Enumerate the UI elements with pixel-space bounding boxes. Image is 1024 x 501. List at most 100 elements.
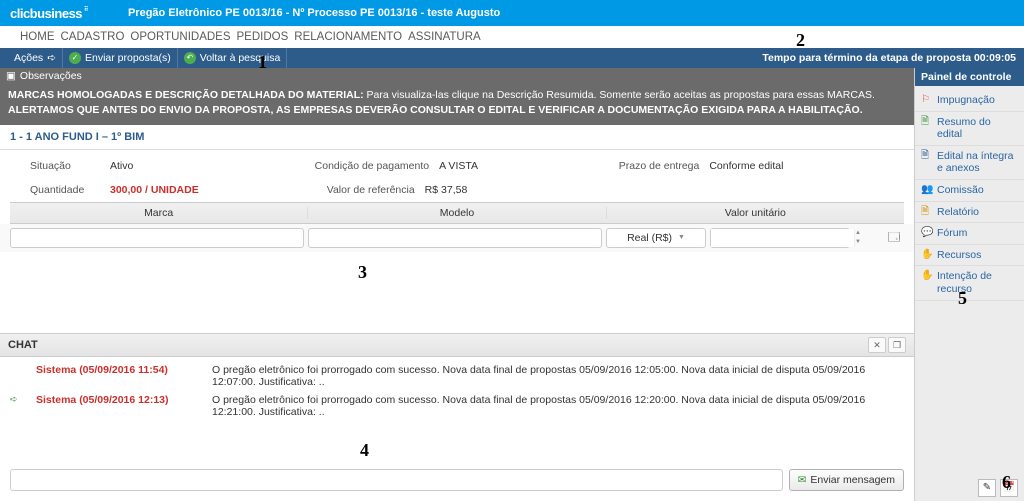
valor-unitario-input[interactable] xyxy=(711,229,854,247)
spin-down-icon[interactable]: ▼ xyxy=(855,238,861,247)
send-message-label: Enviar mensagem xyxy=(810,474,895,486)
item-input-row: Real (R$) ▼ ▲▼ 🗔 xyxy=(0,224,914,252)
situacao-label: Situação xyxy=(30,160,100,172)
panel-item-comissao[interactable]: 👥Comissão xyxy=(915,180,1024,202)
currency-select[interactable]: Real (R$) ▼ xyxy=(606,228,706,248)
observacoes-body: MARCAS HOMOLOGADAS E DESCRIÇÃO DETALHADA… xyxy=(0,84,914,125)
panel-item-forum[interactable]: 💬 Fórum xyxy=(915,223,1024,245)
open-detail-button[interactable]: 🗔 xyxy=(884,228,904,248)
control-panel: Painel de controle ⚐Impugnação 🗎Resumo d… xyxy=(914,68,1024,501)
back-icon: ↶ xyxy=(184,52,196,64)
col-marca: Marca xyxy=(10,207,307,219)
col-modelo: Modelo xyxy=(307,207,605,219)
quantidade-value: 300,00 / UNIDADE xyxy=(110,184,199,196)
marca-input[interactable] xyxy=(10,228,304,248)
obs-line2: ALERTAMOS QUE ANTES DO ENVIO DA PROPOSTA… xyxy=(8,104,863,116)
enviar-proposta-label: Enviar proposta(s) xyxy=(85,52,171,64)
main-nav: HOME CADASTRO OPORTUNIDADES PEDIDOS RELA… xyxy=(0,26,1024,48)
send-message-button[interactable]: ✉ Enviar mensagem xyxy=(789,469,904,491)
panel-item-relatorio[interactable]: 🗎 Relatório xyxy=(915,202,1024,224)
action-bar: Ações ➪ ✓ Enviar proposta(s) ↶ Voltar à … xyxy=(0,48,1024,68)
panel-item-label: Resumo do edital xyxy=(937,116,1018,141)
condicao-label: Condição de pagamento xyxy=(315,160,429,172)
situacao-value: Ativo xyxy=(110,160,133,172)
obs-line1-bold: MARCAS HOMOLOGADAS E DESCRIÇÃO DETALHADA… xyxy=(8,89,364,101)
people-icon: 👥 xyxy=(921,184,933,196)
obs-line1-rest: Para visualiza-las clique na Descrição R… xyxy=(364,89,875,101)
panel-item-resumo[interactable]: 🗎Resumo do edital xyxy=(915,112,1024,146)
panel-item-impugnacao[interactable]: ⚐ Impugnação xyxy=(915,90,1024,112)
chevron-down-icon: ▼ xyxy=(678,229,685,247)
currency-value: Real (R$) xyxy=(627,229,672,247)
page-title: Pregão Eletrônico PE 0013/16 - Nº Proces… xyxy=(128,7,500,19)
doc-icon: 🗎 xyxy=(921,206,933,218)
panel-item-label: Intenção de recurso xyxy=(937,270,1018,295)
collapse-icon: ▣ xyxy=(6,70,16,82)
nav-pedidos[interactable]: PEDIDOS xyxy=(237,31,289,43)
panel-item-label: Relatório xyxy=(937,206,979,219)
chat-icon: 💬 xyxy=(921,227,933,239)
nav-relacionamento[interactable]: RELACIONAMENTO xyxy=(294,31,402,43)
hand-icon: ✋ xyxy=(921,249,933,261)
chat-bullet-icon: ➪ xyxy=(10,394,20,405)
panel-bottom-actions: ✎ 📅 xyxy=(915,475,1024,501)
panel-item-label: Fórum xyxy=(937,227,967,240)
nav-assinatura[interactable]: ASSINATURA xyxy=(408,31,481,43)
item-column-headers: Marca Modelo Valor unitário xyxy=(10,202,904,224)
chat-close-button[interactable]: ✕ xyxy=(868,337,886,353)
chat-author: Sistema (05/09/2016 11:54) xyxy=(36,364,196,376)
valor-unitario-spinner[interactable]: ▲▼ xyxy=(710,228,850,248)
chat-input[interactable] xyxy=(10,469,783,491)
panel-edit-button[interactable]: ✎ xyxy=(978,479,996,497)
chat-text: O pregão eletrônico foi prorrogado com s… xyxy=(212,394,904,418)
chat-author: Sistema (05/09/2016 12:13) xyxy=(36,394,196,406)
chat-body: Sistema (05/09/2016 11:54) O pregão elet… xyxy=(0,357,914,463)
envelope-icon: ✉ xyxy=(798,474,807,486)
quantidade-label: Quantidade xyxy=(30,184,100,196)
logo: clicbusiness xyxy=(10,6,88,21)
voltar-pesquisa-label: Voltar à pesquisa xyxy=(200,52,281,64)
item-title[interactable]: 1 - 1 ANO FUND I – 1º BIM xyxy=(0,125,914,150)
chat-expand-button[interactable]: ❐ xyxy=(888,337,906,353)
panel-item-intencao[interactable]: ✋ Intenção de recurso xyxy=(915,266,1024,300)
send-icon: ✓ xyxy=(69,52,81,64)
chat-message: Sistema (05/09/2016 11:54) O pregão elet… xyxy=(10,361,904,391)
arrow-right-icon: ➪ xyxy=(47,52,56,64)
panel-list: ⚐Impugnação 🗎Resumo do edital 🗎Edital na… xyxy=(915,86,1024,475)
modelo-input[interactable] xyxy=(308,228,602,248)
nav-oportunidades[interactable]: OPORTUNIDADES xyxy=(130,31,230,43)
chat-message: ➪ Sistema (05/09/2016 12:13) O pregão el… xyxy=(10,391,904,421)
chat-header: CHAT ✕ ❐ xyxy=(0,333,914,357)
panel-item-edital[interactable]: 🗎 Edital na íntegra e anexos xyxy=(915,146,1024,180)
observacoes-title: Observações xyxy=(20,70,82,82)
panel-title: Painel de controle xyxy=(915,68,1024,86)
condicao-value: A VISTA xyxy=(439,160,478,172)
panel-calendar-button[interactable]: 📅 xyxy=(1000,479,1018,497)
timer-label: Tempo para término da etapa de proposta xyxy=(762,52,971,64)
panel-item-label: Recursos xyxy=(937,249,981,262)
acoes-button[interactable]: Ações ➪ xyxy=(8,48,63,68)
nav-cadastro[interactable]: CADASTRO xyxy=(61,31,125,43)
prazo-value: Conforme edital xyxy=(709,160,783,172)
main-pane: ▣ Observações MARCAS HOMOLOGADAS E DESCR… xyxy=(0,68,914,501)
spin-up-icon[interactable]: ▲ xyxy=(855,229,861,238)
observacoes-header[interactable]: ▣ Observações xyxy=(0,68,914,84)
flag-icon: ⚐ xyxy=(921,94,933,106)
col-valor: Valor unitário xyxy=(606,207,904,219)
voltar-pesquisa-button[interactable]: ↶ Voltar à pesquisa xyxy=(178,48,288,68)
prazo-label: Prazo de entrega xyxy=(599,160,699,172)
valor-ref-value: R$ 37,58 xyxy=(425,184,468,196)
doc-icon: 🗎 xyxy=(921,150,933,162)
panel-item-label: Impugnação xyxy=(937,94,995,107)
panel-item-recursos[interactable]: ✋ Recursos xyxy=(915,245,1024,267)
panel-item-label: Edital na íntegra e anexos xyxy=(937,150,1018,175)
acoes-label: Ações xyxy=(14,52,43,64)
chat-text: O pregão eletrônico foi prorrogado com s… xyxy=(212,364,904,388)
item-details: Situação Ativo Quantidade 300,00 / UNIDA… xyxy=(0,150,914,202)
nav-home[interactable]: HOME xyxy=(20,31,55,43)
hand-icon: ✋ xyxy=(921,270,933,282)
chat-input-row: ✉ Enviar mensagem xyxy=(0,463,914,501)
countdown-timer: Tempo para término da etapa de proposta … xyxy=(762,52,1016,64)
timer-value: 00:09:05 xyxy=(974,52,1016,64)
enviar-proposta-button[interactable]: ✓ Enviar proposta(s) xyxy=(63,48,178,68)
